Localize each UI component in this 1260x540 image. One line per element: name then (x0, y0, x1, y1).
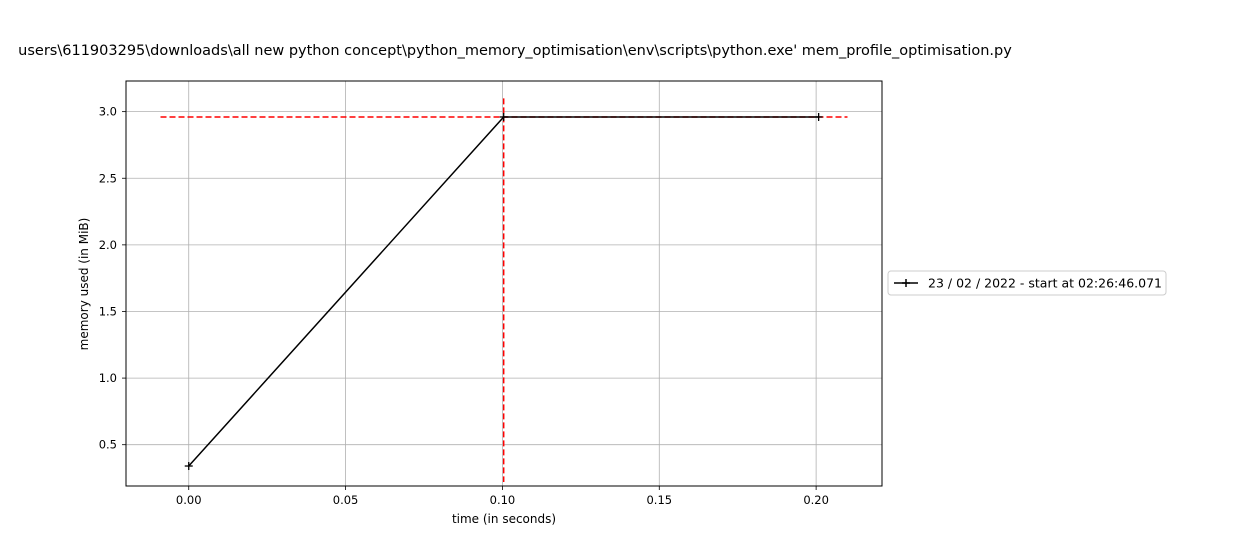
plot-frame (125, 80, 883, 487)
y-tick-label: 1.0 (99, 371, 117, 385)
axis-ticks: 0.00 0.05 0.10 0.15 0.20 0.5 1.0 1.5 2.0 2.5 3.0 (99, 105, 829, 507)
y-tick-label: 3.0 (99, 105, 117, 119)
x-axis-label: time (in seconds) (452, 512, 556, 526)
y-tick-label: 1.5 (99, 304, 117, 318)
x-tick-label: 0.00 (176, 493, 202, 507)
chart-title: users\611903295\downloads\all new python… (18, 43, 1012, 59)
x-tick-label: 0.05 (333, 493, 359, 507)
data-point-marker (814, 112, 823, 121)
y-tick-label: 2.0 (99, 238, 117, 252)
data-point-marker (499, 112, 508, 121)
data-point-marker (184, 462, 193, 471)
y-axis-label: memory used (in MiB) (77, 218, 91, 351)
y-tick-label: 2.5 (99, 171, 117, 185)
y-tick-label: 0.5 (99, 438, 117, 452)
legend-label: 23 / 02 / 2022 - start at 02:26:46.071 (928, 276, 1162, 291)
series-layer (184, 112, 823, 471)
x-tick-label: 0.10 (490, 493, 516, 507)
x-tick-label: 0.15 (646, 493, 672, 507)
legend: 23 / 02 / 2022 - start at 02:26:46.071 (887, 270, 1167, 296)
x-tick-label: 0.20 (803, 493, 829, 507)
legend-box (887, 270, 1167, 296)
